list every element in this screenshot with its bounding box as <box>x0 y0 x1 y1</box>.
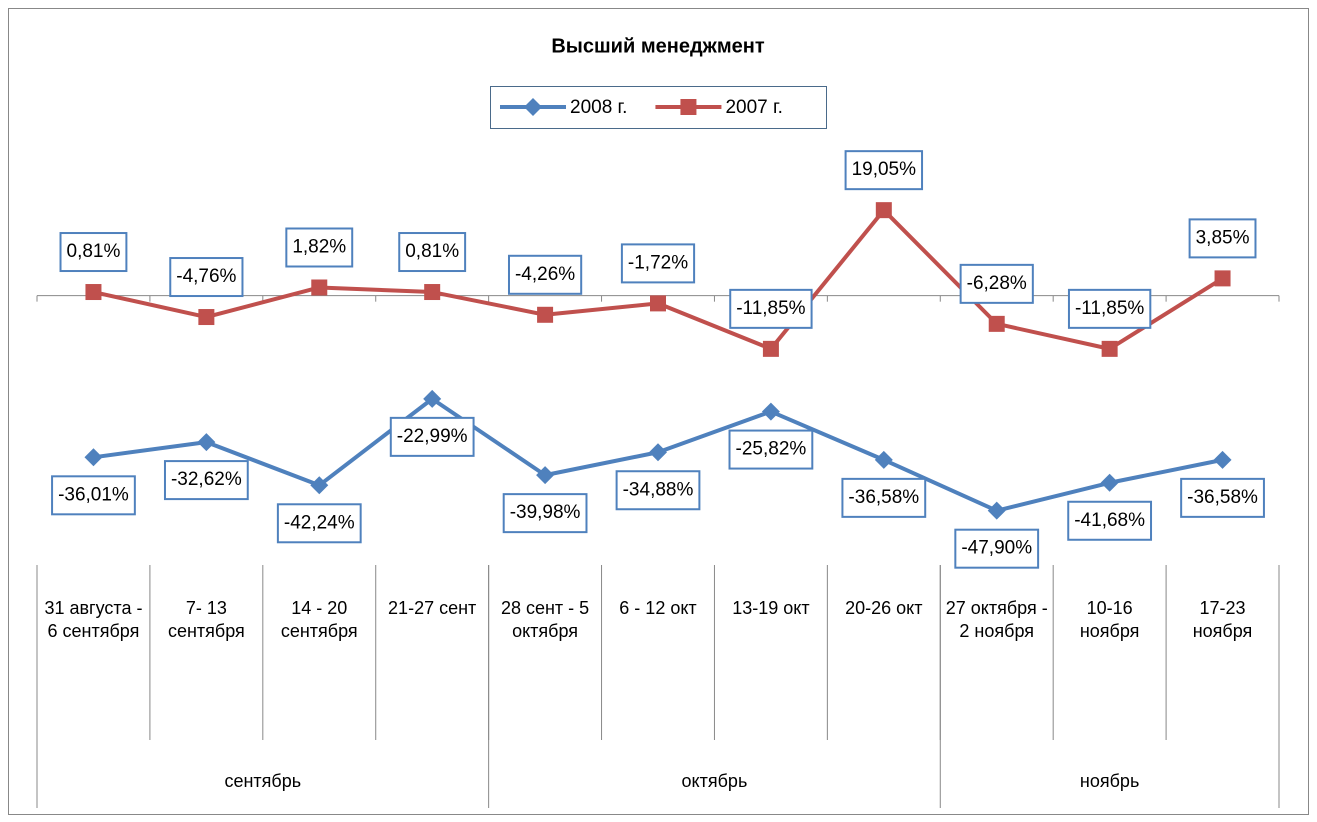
data-point <box>1214 270 1231 287</box>
data-label-box <box>841 477 927 518</box>
data-label-box <box>729 288 813 329</box>
data-label: 3,85% <box>1196 227 1250 248</box>
data-label: -41,68% <box>1074 510 1145 531</box>
x-tick-label: 20-26 окт <box>845 598 923 618</box>
data-label-box <box>728 429 814 470</box>
legend-marker <box>680 99 697 115</box>
legend-label: 2008 г. <box>570 97 627 118</box>
data-point <box>1100 473 1119 492</box>
data-label-box <box>959 263 1034 304</box>
data-point <box>311 279 328 296</box>
x-tick-label: 6 - 12 окт <box>619 598 697 618</box>
data-label-box <box>169 257 244 298</box>
legend-label: 2007 г. <box>725 97 782 118</box>
data-point <box>84 448 103 467</box>
data-label-box <box>389 416 475 457</box>
group-label: ноябрь <box>1079 771 1140 791</box>
data-label-box <box>1067 500 1153 541</box>
x-tick-label: 28 сент - 5 октября <box>500 598 590 641</box>
data-point <box>761 402 780 421</box>
data-point <box>85 284 102 301</box>
data-point <box>987 501 1006 520</box>
data-label-box <box>1067 288 1152 329</box>
chart-title: Высший менеджмент <box>551 35 764 57</box>
data-label: 1,82% <box>292 237 346 258</box>
data-point <box>1101 340 1118 357</box>
data-point <box>762 340 779 357</box>
data-label-box <box>1188 218 1257 259</box>
x-tick-label: 17-23 ноября <box>1192 598 1253 641</box>
data-label: -36,01% <box>58 484 129 505</box>
data-point <box>536 466 555 485</box>
data-label: -34,88% <box>623 479 694 500</box>
data-point <box>423 389 442 408</box>
x-tick-label: 10-16 ноября <box>1079 598 1140 641</box>
data-label: 0,81% <box>67 241 121 262</box>
x-tick-label: 27 октября - 2 ноября <box>945 598 1048 641</box>
data-label: -1,72% <box>628 252 688 273</box>
x-tick-label: 21-27 сент <box>388 598 477 618</box>
data-label-box <box>507 254 583 295</box>
data-point <box>988 315 1005 332</box>
data-label: -4,76% <box>176 266 236 287</box>
x-tick-label: 14 - 20 сентября <box>280 598 358 641</box>
data-point <box>650 295 666 312</box>
data-label-box <box>51 475 136 516</box>
data-label: -39,98% <box>510 502 581 523</box>
data-label: -32,62% <box>171 469 242 490</box>
data-label-box <box>615 470 701 511</box>
data-label: 0,81% <box>405 241 459 262</box>
group-label: октябрь <box>681 771 748 791</box>
x-tick-label: 13-19 окт <box>732 598 810 618</box>
chart-frame <box>8 8 1309 815</box>
data-label-box <box>954 528 1040 569</box>
data-point <box>874 450 893 469</box>
data-label-box <box>398 232 467 273</box>
group-label: сентябрь <box>224 771 302 791</box>
data-label: -42,24% <box>284 512 355 533</box>
x-tick-label: 7- 13 сентября <box>167 598 245 641</box>
data-label-box <box>620 243 696 284</box>
data-point <box>310 476 329 495</box>
data-label: -11,85% <box>736 298 805 319</box>
data-label-box <box>276 503 362 544</box>
data-label-box <box>59 232 128 273</box>
data-label-box <box>844 150 924 191</box>
data-label-box <box>163 460 249 501</box>
legend-marker <box>524 98 542 116</box>
data-label: -11,85% <box>1075 298 1144 319</box>
data-label: -36,58% <box>1187 487 1258 508</box>
data-label: -36,58% <box>848 487 919 508</box>
data-label-box <box>502 493 588 534</box>
data-label-box <box>285 227 354 268</box>
data-label: -25,82% <box>736 439 807 460</box>
data-point <box>198 309 215 326</box>
x-tick-label: 31 августа - 6 сентября <box>44 598 143 641</box>
data-label-box <box>1180 477 1265 518</box>
data-point <box>1213 450 1232 469</box>
data-label: -4,26% <box>515 264 575 285</box>
data-point <box>649 443 667 462</box>
data-label: -47,90% <box>961 538 1032 559</box>
data-point <box>424 284 441 301</box>
data-label: 19,05% <box>852 159 917 180</box>
data-label: -6,28% <box>967 273 1027 294</box>
data-point <box>537 306 554 323</box>
data-point <box>197 433 216 452</box>
data-label: -22,99% <box>397 426 468 447</box>
data-point <box>875 202 892 219</box>
